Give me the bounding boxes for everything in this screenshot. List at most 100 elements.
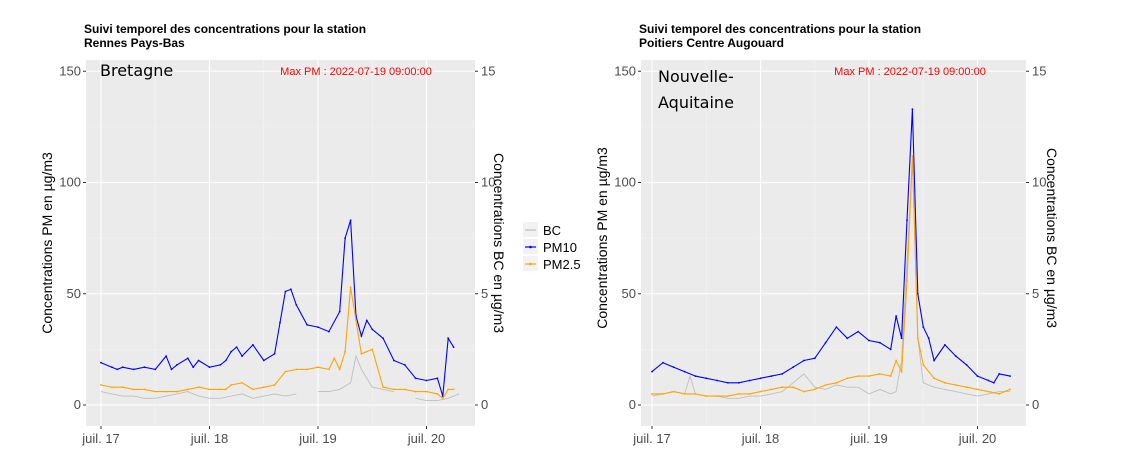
data-point xyxy=(121,366,124,369)
y-axis-right-title: Concentrations BC en µg/m3 xyxy=(491,153,507,333)
data-point xyxy=(344,237,346,240)
data-point xyxy=(868,339,870,342)
y-axis-right-title: Concentrations BC en µg/m3 xyxy=(1044,148,1060,328)
data-point xyxy=(694,393,697,395)
data-point xyxy=(906,279,908,282)
data-point xyxy=(208,366,211,369)
data-point xyxy=(371,348,374,351)
data-point xyxy=(284,290,287,293)
y-tick-label-left: 50 xyxy=(622,286,636,301)
data-point xyxy=(111,386,113,389)
data-point xyxy=(835,326,838,328)
data-point xyxy=(954,355,957,357)
data-point xyxy=(792,366,794,369)
data-point xyxy=(987,390,990,393)
y-axis-left-title: Concentrations PM en µg/m3 xyxy=(594,147,610,329)
data-point xyxy=(737,393,740,395)
data-point xyxy=(889,348,892,351)
data-point xyxy=(295,304,298,306)
data-point xyxy=(694,375,697,377)
x-axis: juil. 17 juil. 18 juil. 19 juil. 20 xyxy=(632,426,996,446)
series-line-bc xyxy=(318,354,394,393)
data-point xyxy=(230,384,233,386)
data-point xyxy=(241,355,244,357)
y-tick-label-left: 50 xyxy=(67,286,81,301)
data-point xyxy=(197,359,200,362)
data-point xyxy=(365,319,368,322)
data-point xyxy=(414,377,417,380)
data-point xyxy=(360,352,363,355)
data-point xyxy=(452,346,455,348)
data-point xyxy=(262,386,265,389)
data-point xyxy=(170,368,173,371)
data-point xyxy=(186,388,189,391)
data-point xyxy=(759,377,762,380)
data-point xyxy=(317,326,319,328)
data-point xyxy=(333,357,336,360)
data-point xyxy=(382,386,384,389)
data-point xyxy=(176,364,178,366)
legend-label: PM10 xyxy=(543,240,577,255)
data-point xyxy=(441,397,444,400)
data-point xyxy=(792,386,794,389)
plot-panel xyxy=(86,60,475,426)
data-point xyxy=(987,379,990,382)
data-point xyxy=(916,337,919,340)
chart-rennes: Suivi temporel des concentrations pour l… xyxy=(39,22,507,446)
data-point xyxy=(355,319,357,322)
data-point xyxy=(132,368,135,371)
series-line-bc xyxy=(415,393,460,402)
y-tick-label-right: 10 xyxy=(1032,175,1046,190)
data-point xyxy=(683,393,686,395)
chart-subtitle: Rennes Pays-Bas xyxy=(84,36,185,50)
gridlines xyxy=(86,60,475,426)
data-point xyxy=(651,393,653,395)
data-point xyxy=(889,375,892,377)
x-tick-label: juil. 17 xyxy=(81,431,120,446)
data-point xyxy=(846,337,849,340)
chart-subtitle: Poitiers Centre Augouard xyxy=(639,36,784,50)
data-point xyxy=(425,379,428,382)
data-point xyxy=(219,388,222,391)
data-point xyxy=(111,366,113,369)
region-label-line-2: Aquitaine xyxy=(658,93,734,112)
data-point xyxy=(922,326,925,328)
data-point xyxy=(835,381,838,384)
data-point xyxy=(965,386,968,389)
data-point xyxy=(197,386,200,389)
right-axis: 0 5 10 15 xyxy=(475,63,495,412)
y-tick-label-right: 0 xyxy=(481,397,488,412)
right-axis: 0 5 10 15 xyxy=(1026,63,1046,412)
y-tick-label-left: 100 xyxy=(614,175,636,190)
data-point xyxy=(284,370,287,373)
data-point xyxy=(403,364,406,366)
data-point xyxy=(252,388,254,391)
data-point xyxy=(976,388,979,391)
data-point xyxy=(165,355,168,357)
data-point xyxy=(727,381,729,384)
legend-label: PM2.5 xyxy=(543,257,581,272)
chart-poitiers: Suivi temporel des concentrations pour l… xyxy=(594,22,1060,446)
data-point xyxy=(976,375,979,377)
x-tick-label: juil. 18 xyxy=(190,431,229,446)
series-line-bc xyxy=(100,391,297,399)
data-point xyxy=(803,359,805,362)
data-point xyxy=(737,381,740,384)
data-point xyxy=(230,350,233,353)
data-point xyxy=(803,390,805,393)
data-point xyxy=(927,337,930,340)
data-point xyxy=(770,388,773,391)
data-point xyxy=(100,384,102,386)
y-tick-label-left: 0 xyxy=(629,397,636,412)
data-point xyxy=(186,357,189,360)
data-point xyxy=(328,368,330,371)
data-point xyxy=(349,219,352,222)
data-point xyxy=(241,381,244,384)
legend: BC PM10 PM2.5 xyxy=(523,222,581,272)
data-point xyxy=(338,368,341,371)
data-point xyxy=(879,341,881,344)
data-point xyxy=(716,395,718,397)
y-tick-label-right: 15 xyxy=(481,63,495,78)
region-label: Bretagne xyxy=(100,61,173,80)
data-point xyxy=(770,375,773,377)
